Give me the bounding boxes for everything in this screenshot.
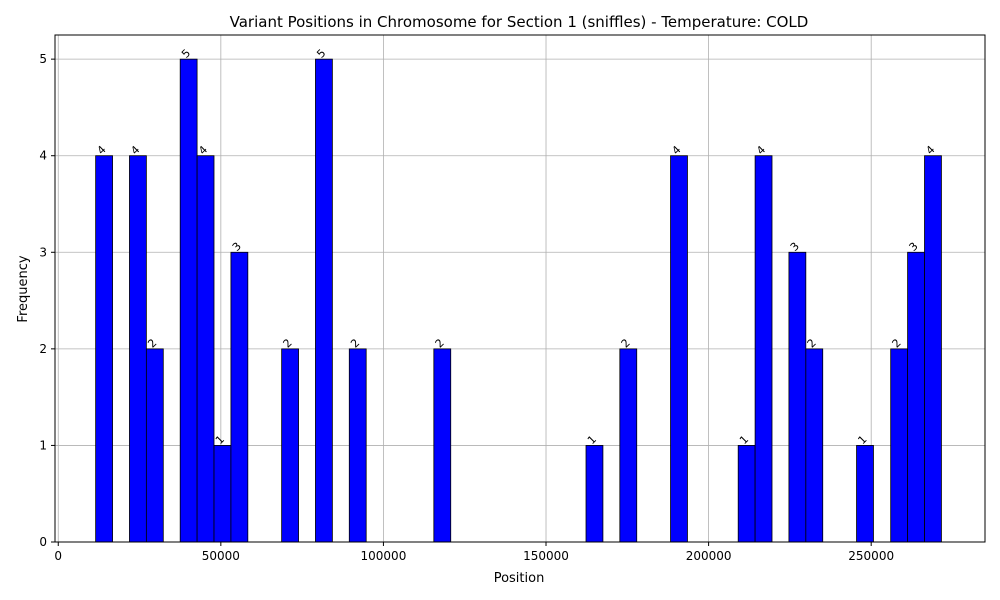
bar-value-label: 2 (145, 336, 159, 350)
x-axis-label: Position (494, 571, 545, 586)
x-tick-label: 200000 (686, 549, 732, 563)
bar-value-label: 3 (230, 240, 244, 254)
x-tick-label: 50000 (202, 549, 240, 563)
bar-value-label: 4 (128, 143, 142, 157)
histogram-bar (95, 155, 113, 543)
histogram-bar (281, 348, 299, 543)
x-tick-label: 100000 (361, 549, 407, 563)
x-axis-ticks: 0 50000 100000 150000 200000 250000 (54, 542, 894, 563)
histogram-bar (179, 58, 198, 543)
bar-value-label: 1 (737, 433, 751, 447)
bar-value-label: 2 (890, 336, 904, 350)
y-axis-ticks: 0 1 2 3 4 5 (39, 52, 55, 549)
bar-value-label: 1 (855, 433, 869, 447)
histogram-bar (145, 348, 164, 543)
x-tick-label: 250000 (848, 549, 894, 563)
y-tick-label: 2 (39, 342, 47, 356)
bar-value-label: 2 (433, 336, 447, 350)
histogram-bar (585, 445, 604, 543)
histogram-bar (433, 348, 452, 543)
y-axis-label: Frequency (16, 255, 31, 322)
bar-value-label: 4 (196, 143, 210, 157)
y-tick-label: 5 (39, 52, 47, 66)
bars (95, 58, 942, 543)
histogram-bar (230, 251, 249, 543)
histogram-bar (924, 155, 942, 543)
histogram-bar (890, 348, 909, 543)
bar-value-label: 4 (669, 143, 683, 157)
y-tick-label: 4 (39, 149, 47, 163)
y-tick-label: 0 (39, 535, 47, 549)
histogram-bar (196, 155, 215, 543)
histogram-bar (805, 348, 824, 543)
histogram-bar (129, 155, 147, 543)
bar-value-label: 4 (923, 143, 937, 157)
bar-value-label: 5 (179, 47, 193, 61)
bar-value-label: 1 (213, 433, 227, 447)
bar-value-label: 2 (619, 336, 633, 350)
histogram-bar (670, 155, 688, 543)
bar-value-label: 4 (754, 143, 768, 157)
bar-value-label: 3 (907, 240, 921, 254)
histogram-bar (737, 445, 756, 543)
histogram-bar (348, 348, 367, 543)
chart-title: Variant Positions in Chromosome for Sect… (230, 13, 809, 31)
bar-value-label: 2 (348, 336, 362, 350)
histogram-bar (619, 348, 638, 543)
bar-value-label: 4 (95, 143, 109, 157)
plot-frame (54, 34, 986, 543)
histogram-bar (907, 251, 925, 543)
bar-value-label: 3 (788, 240, 802, 254)
histogram-bar (213, 445, 232, 543)
bar-value-label: 1 (585, 433, 599, 447)
x-tick-label: 150000 (523, 549, 569, 563)
histogram-bar (856, 445, 874, 543)
bar-value-label: 5 (314, 47, 328, 61)
x-tick-label: 0 (54, 549, 62, 563)
histogram-bar (754, 155, 773, 543)
histogram-bar (788, 251, 807, 543)
histogram-bar (315, 58, 333, 543)
bar-value-label: 2 (805, 336, 819, 350)
y-tick-label: 3 (39, 245, 47, 259)
bar-value-label: 2 (281, 336, 295, 350)
y-tick-label: 1 (39, 438, 47, 452)
